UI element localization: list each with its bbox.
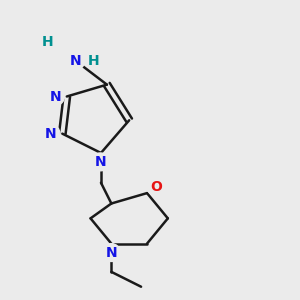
Circle shape bbox=[102, 244, 120, 262]
Circle shape bbox=[40, 34, 55, 49]
Circle shape bbox=[46, 88, 64, 105]
Circle shape bbox=[92, 153, 109, 171]
Text: N: N bbox=[50, 89, 61, 103]
Circle shape bbox=[67, 52, 85, 70]
Text: O: O bbox=[150, 180, 162, 194]
Circle shape bbox=[42, 125, 60, 142]
Circle shape bbox=[86, 53, 101, 68]
Text: N: N bbox=[70, 54, 82, 68]
Text: N: N bbox=[45, 127, 57, 141]
Text: N: N bbox=[94, 155, 106, 169]
Text: H: H bbox=[88, 54, 99, 68]
Text: H: H bbox=[42, 34, 53, 49]
Text: N: N bbox=[106, 245, 117, 260]
Circle shape bbox=[147, 178, 165, 196]
